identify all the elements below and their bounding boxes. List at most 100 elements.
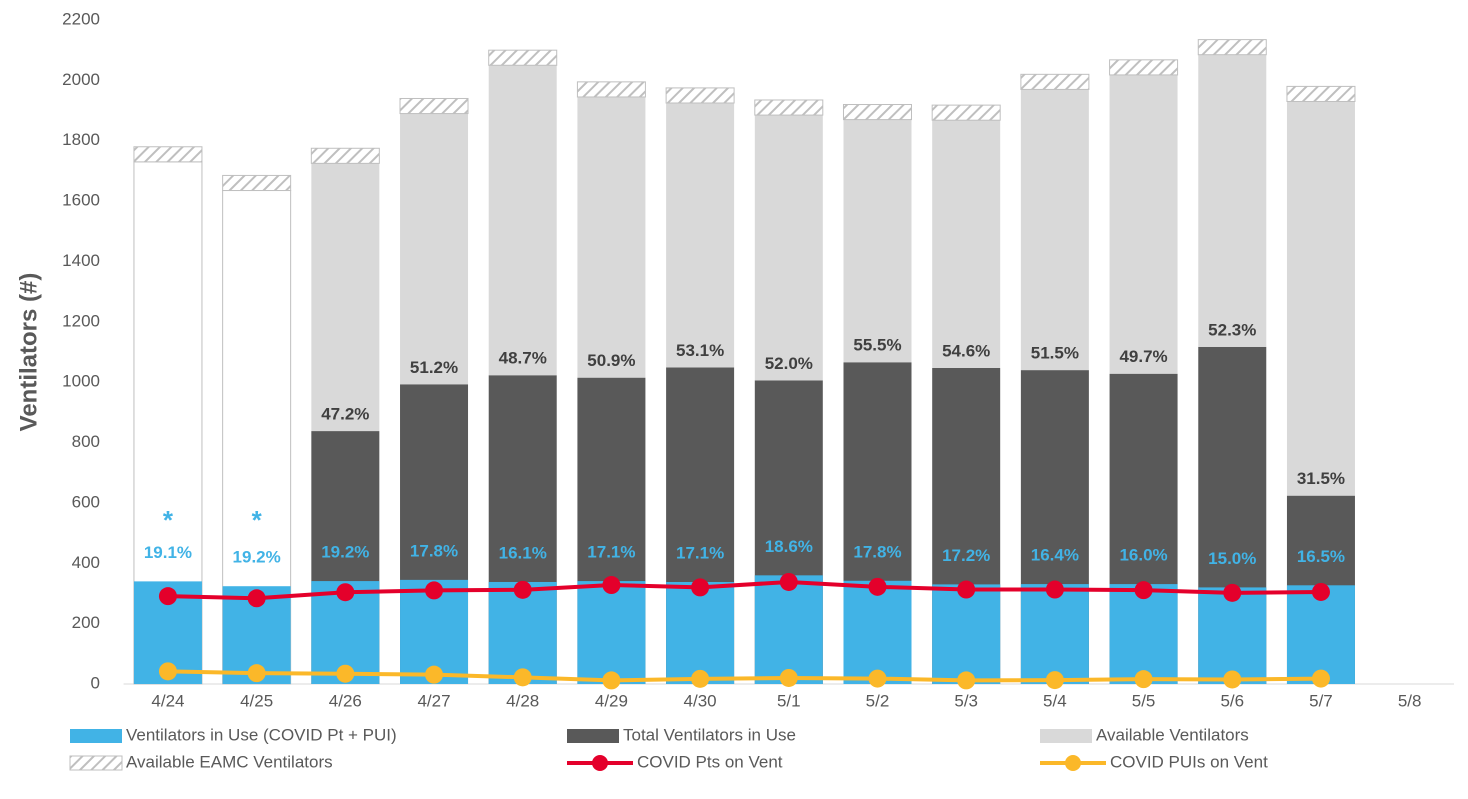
bar-segment [1020,89,1089,371]
data-label: 54.6% [942,341,990,360]
bar-segment [754,99,824,116]
data-label: 31.5% [1297,469,1345,488]
bar [1286,585,1355,684]
x-tick-label: 5/4 [1043,691,1067,710]
bar-segment [1286,85,1356,102]
data-label: 52.0% [765,354,813,373]
data-label: 52.3% [1208,320,1256,339]
data-label: 50.9% [587,351,635,370]
data-label: 16.5% [1297,547,1345,566]
bar [754,575,823,684]
y-tick-label: 1800 [62,130,100,149]
x-tick-label: 4/24 [151,691,184,710]
data-label: 55.5% [853,336,901,355]
data-label: 19.2% [233,548,281,567]
x-tick-label: 4/26 [329,691,362,710]
y-tick-label: 1000 [62,372,100,391]
legend-label: Total Ventilators in Use [623,725,796,744]
line-point [425,581,444,600]
y-tick-label: 1400 [62,251,100,270]
legend-swatch [592,755,608,771]
x-tick-label: 4/27 [417,691,450,710]
bar-segment [1197,39,1267,56]
line-point [1223,583,1242,602]
annotation: * [163,505,174,535]
line-point [336,583,355,602]
data-label: 47.2% [321,405,369,424]
y-axis-title: Ventilators (#) [15,273,42,432]
line-point [336,664,355,683]
data-label: 17.1% [587,543,635,562]
bar [1198,587,1267,684]
legend-label: COVID Pts on Vent [637,752,783,771]
data-label: 17.1% [676,543,724,562]
legend-swatch [567,729,619,743]
bar-segment [399,97,469,115]
bar-segment [133,146,203,163]
line-point [957,580,976,599]
bar-segment [576,81,646,98]
bar-segment [488,49,558,66]
bar-segment [577,96,646,378]
bar [488,581,557,684]
data-label: 16.0% [1119,546,1167,565]
bar [843,580,912,684]
x-tick-label: 5/6 [1220,691,1244,710]
line-point [691,578,710,597]
bar [666,581,735,684]
legend-label: COVID PUIs on Vent [1110,752,1268,771]
legend-label: Ventilators in Use (COVID Pt + PUI) [126,725,397,744]
legend-swatch [1040,729,1092,743]
data-label: 15.0% [1208,549,1256,568]
line-point [1045,580,1064,599]
data-label: 53.1% [676,341,724,360]
x-tick-label: 5/7 [1309,691,1333,710]
bar-segment [666,103,735,368]
line-point [1045,671,1064,690]
data-label: 16.4% [1031,546,1079,565]
bar [1109,584,1178,684]
line-point [513,580,532,599]
data-label: 19.2% [321,543,369,562]
bar-segment [311,163,380,432]
x-tick-label: 5/8 [1398,691,1422,710]
y-tick-label: 2000 [62,70,100,89]
data-label: 17.8% [410,541,458,560]
line-point [513,668,532,687]
line-point [1311,582,1330,601]
bar [1020,584,1089,684]
bar-segment [310,147,380,164]
x-tick-label: 5/2 [866,691,890,710]
bar [577,581,646,684]
bar-segment [1109,59,1179,76]
x-tick-label: 4/28 [506,691,539,710]
line-point [602,671,621,690]
data-label: 49.7% [1119,347,1167,366]
line-point [1223,670,1242,689]
x-tick-label: 5/1 [777,691,801,710]
legend-swatch [1065,755,1081,771]
bar-segment [1286,101,1355,496]
bar-segment [1109,74,1178,374]
y-tick-label: 2200 [62,9,100,28]
data-label: 17.8% [853,542,901,561]
legend-swatch [69,755,123,771]
line-point [957,671,976,690]
data-label: 19.1% [144,543,192,562]
y-tick-label: 200 [72,613,100,632]
line [167,579,1321,601]
y-tick-label: 1600 [62,191,100,210]
line-point [868,577,887,596]
bar-segment [754,115,823,381]
x-tick-label: 5/5 [1132,691,1156,710]
bar-segment [1020,73,1090,90]
line-point [425,665,444,684]
bar-segment [1198,54,1267,347]
x-tick-label: 4/29 [595,691,628,710]
x-tick-label: 4/30 [684,691,717,710]
bar-segment [400,113,469,385]
y-tick-label: 600 [72,492,100,511]
line-point [247,664,266,683]
bar-segment [843,119,912,363]
